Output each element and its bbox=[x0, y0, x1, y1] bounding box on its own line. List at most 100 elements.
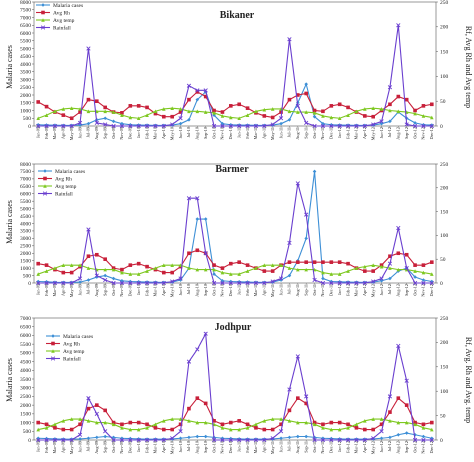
data-point bbox=[379, 436, 384, 441]
y2-tick-label: 100 bbox=[440, 233, 449, 239]
x-tick-label: Sep-12 bbox=[404, 284, 409, 296]
data-point bbox=[329, 420, 334, 425]
y-tick-label: 1500 bbox=[20, 101, 31, 107]
data-point bbox=[162, 419, 166, 423]
data-point bbox=[388, 435, 392, 440]
data-point bbox=[128, 420, 133, 425]
series-line bbox=[38, 331, 432, 441]
data-point bbox=[321, 109, 325, 114]
data-point bbox=[220, 114, 225, 118]
data-point bbox=[119, 280, 125, 286]
y-tick-label: 2000 bbox=[20, 403, 31, 409]
data-point bbox=[95, 252, 99, 257]
data-point bbox=[178, 422, 183, 427]
data-point bbox=[161, 123, 166, 129]
data-point bbox=[304, 420, 308, 425]
data-point bbox=[119, 123, 125, 129]
data-point bbox=[296, 434, 300, 439]
data-point bbox=[346, 422, 350, 427]
data-point bbox=[53, 266, 57, 270]
data-point bbox=[44, 436, 49, 441]
x-tick-label: Apr-09 bbox=[61, 127, 66, 139]
data-point bbox=[329, 427, 334, 432]
y-tick-label: 7000 bbox=[20, 177, 31, 183]
x-tick-label: Nov-09 bbox=[119, 441, 124, 454]
data-point bbox=[371, 427, 375, 432]
data-point bbox=[304, 110, 308, 114]
y-tick-label: 2000 bbox=[20, 251, 31, 257]
x-tick-label: Dec-09 bbox=[128, 441, 133, 453]
x-tick-label: Apr-11 bbox=[262, 127, 267, 139]
data-point bbox=[162, 107, 166, 111]
y-tick-label: 3500 bbox=[20, 70, 31, 76]
data-point bbox=[170, 106, 174, 110]
y-tick-label: 4500 bbox=[20, 214, 31, 220]
data-point bbox=[329, 272, 334, 276]
data-point bbox=[203, 94, 208, 99]
x-tick-label: Nov-12 bbox=[421, 284, 426, 297]
data-point bbox=[69, 280, 74, 286]
data-point bbox=[220, 266, 225, 270]
data-point bbox=[379, 429, 384, 434]
data-point bbox=[212, 272, 216, 276]
data-point bbox=[94, 273, 99, 278]
data-point bbox=[312, 422, 317, 427]
data-point bbox=[195, 90, 200, 94]
data-point bbox=[413, 111, 417, 116]
data-point bbox=[421, 437, 426, 443]
data-point bbox=[312, 169, 317, 174]
data-point bbox=[287, 109, 292, 114]
data-point bbox=[413, 121, 417, 125]
x-tick-label: Feb-10 bbox=[144, 284, 149, 296]
data-point bbox=[321, 270, 325, 275]
data-point bbox=[153, 437, 158, 443]
x-tick-label: Nov-10 bbox=[220, 284, 225, 297]
x-tick-label: Dec-11 bbox=[329, 127, 334, 139]
data-point bbox=[162, 427, 166, 432]
data-point bbox=[86, 436, 91, 441]
data-point bbox=[128, 263, 133, 267]
data-point bbox=[36, 427, 40, 432]
data-point bbox=[145, 426, 149, 430]
x-tick-label: Oct-10 bbox=[211, 127, 216, 139]
data-point bbox=[237, 437, 242, 443]
data-point bbox=[111, 123, 116, 129]
data-point bbox=[421, 278, 426, 282]
data-point bbox=[145, 422, 149, 427]
data-point bbox=[53, 437, 57, 441]
data-point bbox=[245, 269, 250, 273]
data-point bbox=[220, 270, 225, 275]
data-point bbox=[52, 437, 58, 443]
x-tick-label: Oct-09 bbox=[111, 127, 116, 139]
data-point bbox=[321, 276, 325, 281]
y2-tick-label: 0 bbox=[440, 438, 443, 444]
data-point bbox=[254, 266, 258, 270]
data-point bbox=[86, 396, 91, 401]
data-point bbox=[296, 396, 300, 400]
x-tick-label: Apr-10 bbox=[161, 127, 166, 139]
data-point bbox=[354, 422, 359, 427]
series-rainfall bbox=[36, 331, 434, 443]
x-tick-label: Jul-12 bbox=[387, 127, 392, 137]
data-point bbox=[103, 122, 108, 127]
data-point bbox=[245, 123, 250, 129]
legend-label: Malaria cases bbox=[53, 3, 83, 9]
y-tick-label: 500 bbox=[23, 273, 32, 279]
data-point bbox=[61, 263, 66, 267]
data-point bbox=[36, 420, 40, 425]
x-tick-label: Dec-12 bbox=[429, 441, 434, 453]
y-tick-label: 500 bbox=[23, 429, 32, 435]
data-point bbox=[211, 280, 217, 286]
data-point bbox=[94, 120, 99, 126]
data-point bbox=[404, 266, 409, 271]
y-tick-label: 1000 bbox=[20, 420, 31, 426]
data-point bbox=[296, 110, 300, 114]
data-point bbox=[128, 272, 133, 276]
data-point bbox=[162, 270, 166, 275]
data-point bbox=[346, 261, 350, 266]
x-tick-label: Feb-10 bbox=[144, 441, 149, 453]
data-point bbox=[270, 427, 275, 432]
data-point bbox=[379, 417, 384, 421]
data-point bbox=[186, 196, 192, 201]
x-tick-label: May-11 bbox=[270, 127, 275, 140]
